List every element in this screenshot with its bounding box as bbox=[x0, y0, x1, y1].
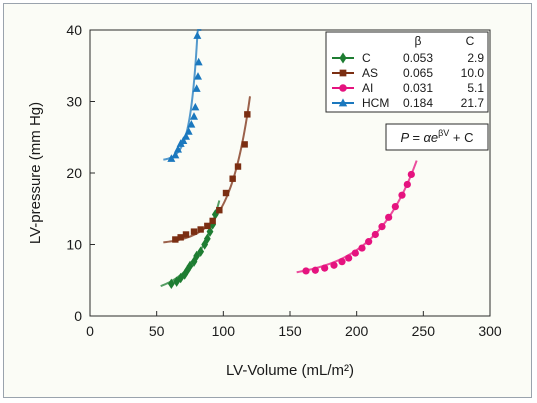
legend-header-c: C bbox=[466, 34, 475, 48]
legend-beta-ai: 0.031 bbox=[403, 81, 433, 95]
formula-box: P = αeβV + C bbox=[385, 123, 489, 151]
data-point-ai bbox=[351, 249, 359, 257]
data-point-as bbox=[190, 228, 198, 235]
data-point-as bbox=[182, 231, 190, 238]
data-point-ai bbox=[321, 264, 329, 272]
data-point-hcm bbox=[179, 136, 188, 145]
data-point-ai bbox=[403, 180, 411, 189]
data-points bbox=[167, 31, 415, 290]
data-point-c bbox=[203, 233, 211, 244]
data-point-ai bbox=[338, 258, 346, 266]
data-point-c bbox=[197, 246, 205, 257]
data-point-hcm bbox=[190, 112, 198, 120]
data-point-ai bbox=[385, 213, 393, 221]
data-point-ai bbox=[311, 266, 319, 274]
legend-box bbox=[325, 31, 489, 113]
data-point-hcm bbox=[187, 119, 196, 128]
legend-name-hcm: HCM bbox=[362, 96, 389, 110]
legend-c-as: 10.0 bbox=[461, 66, 485, 80]
data-point-as bbox=[222, 189, 230, 197]
data-point-c bbox=[167, 278, 175, 290]
data-point-ai bbox=[371, 230, 379, 239]
y-tick-label: 0 bbox=[74, 308, 82, 324]
data-point-ai bbox=[391, 203, 399, 211]
data-point-as bbox=[229, 175, 236, 182]
legend-c-hcm: 21.7 bbox=[461, 96, 485, 110]
data-point-ai bbox=[358, 244, 366, 252]
x-tick-label: 200 bbox=[345, 323, 369, 339]
data-point-hcm bbox=[194, 72, 202, 80]
data-point-as bbox=[241, 141, 248, 148]
y-tick-label: 10 bbox=[66, 237, 82, 253]
data-point-hcm bbox=[174, 145, 182, 153]
formula-border bbox=[385, 123, 489, 151]
legend-rows: C 0.053 2.9 AS 0.065 10.0 AI 0.031 5.1 HCM 0.184 21… bbox=[332, 51, 484, 110]
y-tick-label: 30 bbox=[66, 94, 82, 110]
data-point-as bbox=[234, 163, 242, 170]
data-point-ai bbox=[378, 223, 386, 231]
data-point-as bbox=[172, 236, 179, 243]
y-axis-label: LV-pressure (mm Hg) bbox=[27, 102, 44, 244]
data-point-c bbox=[186, 260, 194, 272]
data-point-hcm bbox=[184, 127, 193, 135]
data-point-hcm bbox=[171, 150, 180, 159]
data-point-ai bbox=[407, 170, 415, 179]
legend-name-ai: AI bbox=[362, 81, 373, 95]
data-point-ai bbox=[365, 238, 373, 246]
legend-name-as: AS bbox=[362, 66, 378, 80]
x-tick-label: 0 bbox=[86, 323, 94, 339]
legend-c-c: 2.9 bbox=[467, 51, 484, 65]
x-tick-label: 250 bbox=[412, 323, 436, 339]
data-point-ai bbox=[345, 254, 353, 262]
x-axis-label: LV-Volume (mL/m²) bbox=[226, 362, 354, 379]
data-point-as bbox=[204, 222, 211, 230]
legend-marker-c bbox=[339, 52, 347, 64]
data-point-as bbox=[197, 226, 204, 233]
x-tick-label: 300 bbox=[478, 323, 502, 339]
data-point-ai bbox=[302, 267, 310, 275]
data-point-hcm bbox=[192, 84, 201, 92]
formula-text: P = αeβV + C bbox=[400, 128, 473, 145]
legend-marker-as bbox=[339, 69, 347, 77]
x-tick-label: 150 bbox=[278, 323, 302, 339]
legend-beta-as: 0.065 bbox=[403, 66, 433, 80]
legend-c-ai: 5.1 bbox=[467, 81, 484, 95]
legend-header-beta: β bbox=[415, 34, 422, 48]
data-point-as bbox=[209, 217, 216, 225]
legend-beta-c: 0.053 bbox=[403, 51, 433, 65]
data-point-as bbox=[216, 206, 223, 214]
data-point-hcm bbox=[193, 31, 202, 39]
x-tick-label: 50 bbox=[149, 323, 165, 339]
data-point-as bbox=[244, 111, 251, 118]
legend-marker-ai bbox=[339, 84, 347, 92]
data-point-hcm bbox=[191, 102, 200, 111]
data-point-c bbox=[211, 209, 219, 220]
data-point-hcm bbox=[194, 57, 203, 66]
data-point-ai bbox=[398, 191, 406, 199]
legend: β C C 0.053 2.9 AS 0.065 10.0 AI 0.031 5.1 HCM 0.1… bbox=[325, 31, 489, 113]
data-point-c bbox=[201, 239, 209, 250]
fit-curve-c bbox=[160, 200, 221, 288]
x-tick-label: 100 bbox=[212, 323, 236, 339]
y-tick-label: 40 bbox=[66, 22, 82, 38]
data-point-ai bbox=[330, 261, 338, 269]
data-point-hcm bbox=[167, 154, 176, 162]
data-point-c bbox=[193, 250, 201, 262]
legend-name-c: C bbox=[362, 51, 371, 65]
data-point-as bbox=[177, 234, 184, 241]
axis-ticks: 0 50 100 150 200 250 300 0 10 20 30 40 bbox=[66, 22, 501, 339]
legend-beta-hcm: 0.184 bbox=[403, 96, 433, 110]
data-point-hcm bbox=[182, 132, 190, 140]
y-tick-label: 20 bbox=[66, 165, 82, 181]
legend-marker-hcm bbox=[338, 98, 348, 107]
